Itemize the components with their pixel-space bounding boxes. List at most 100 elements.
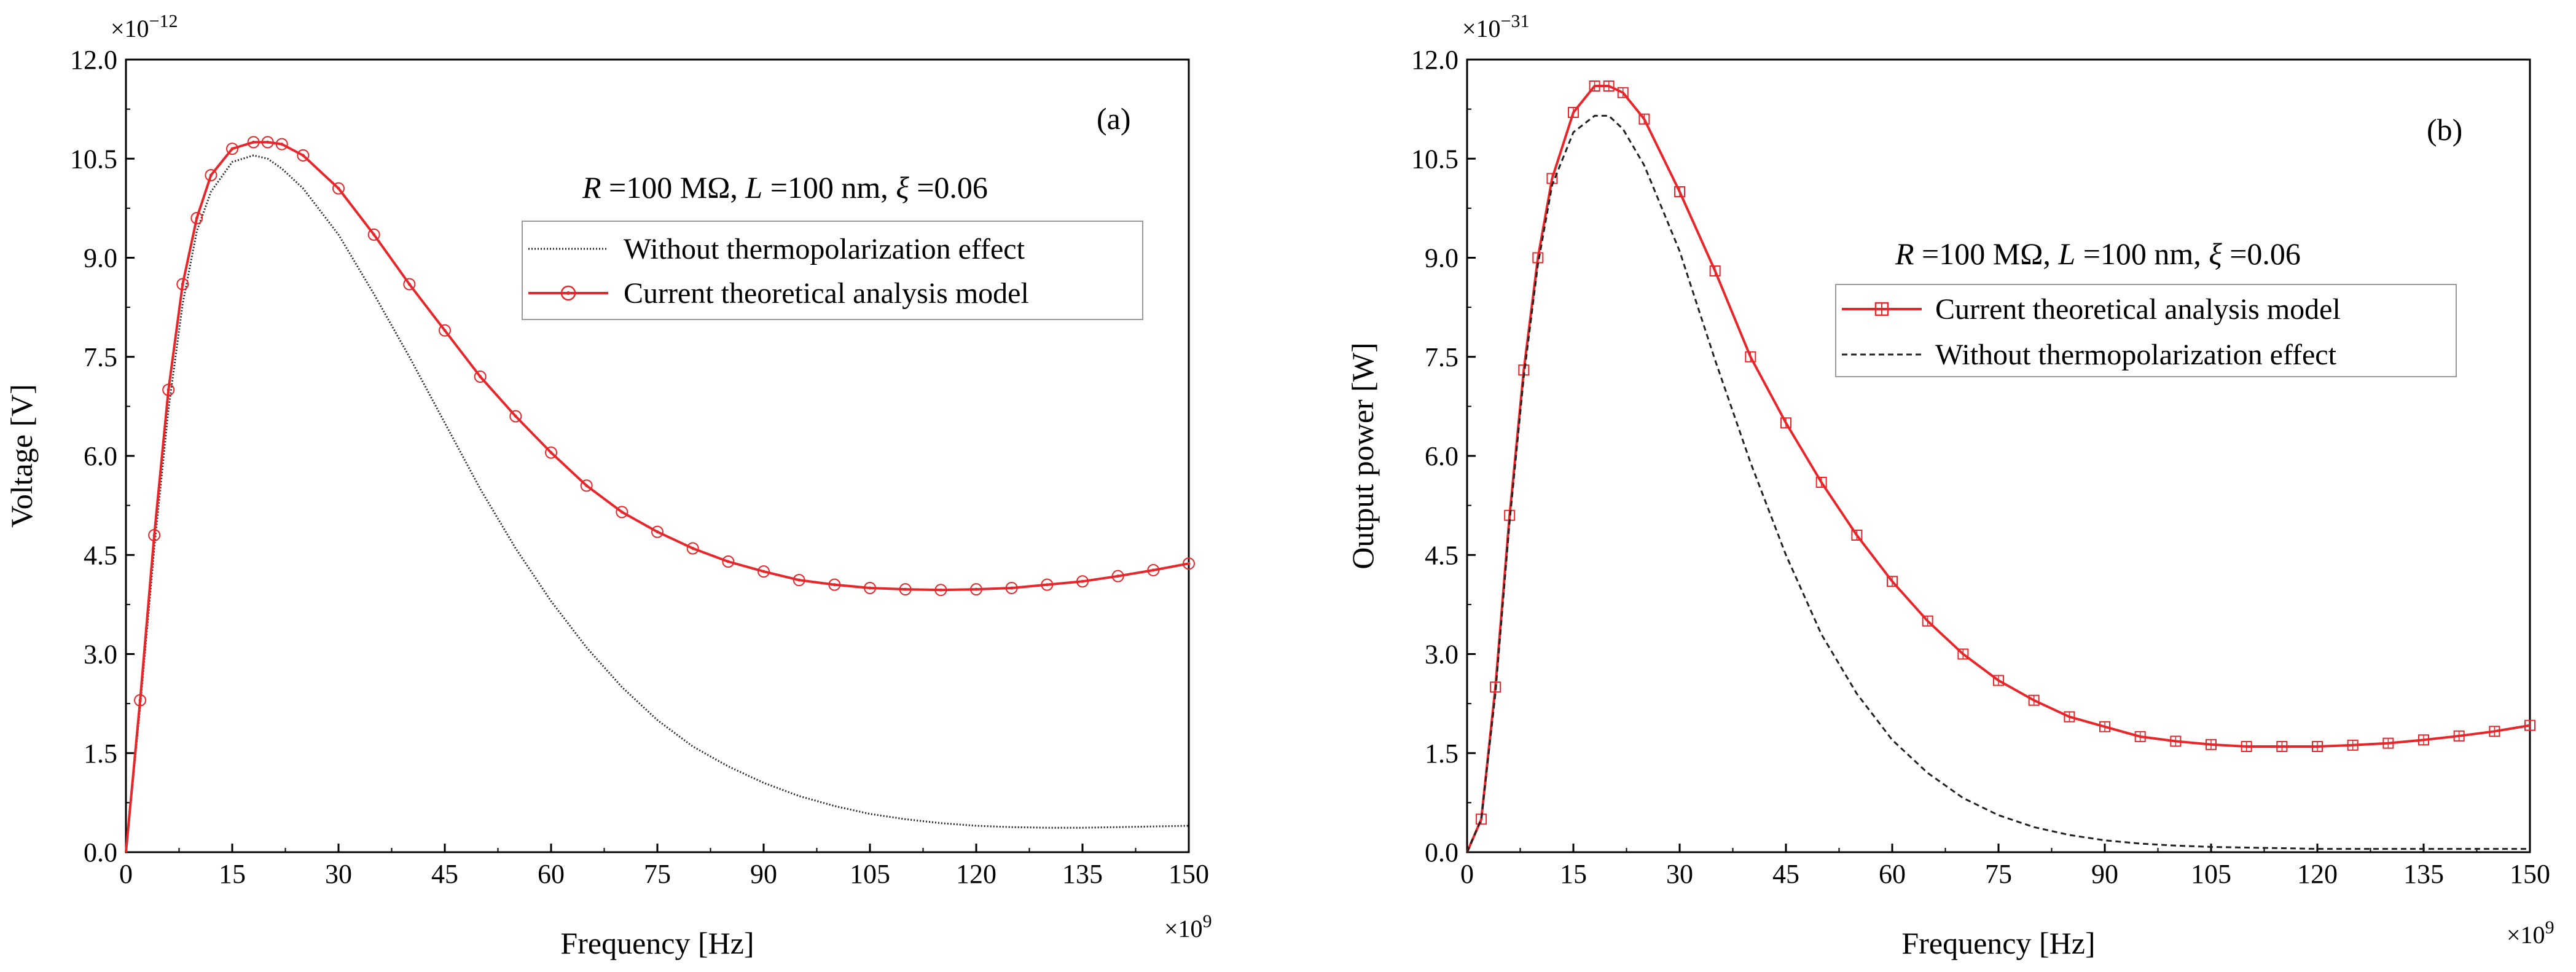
panel-a-data-point — [509, 410, 522, 423]
panel-a-data-point — [545, 446, 557, 459]
panel-a-y-tick-label: 7.5 — [84, 342, 117, 372]
panel-a-data-point — [247, 136, 260, 149]
panel-a-data-point-center — [407, 283, 411, 286]
panel-b-y-tick-label: 3.0 — [1425, 640, 1458, 670]
panel-a-data-point — [686, 542, 699, 555]
panel-a-data-point — [1183, 557, 1195, 570]
panel-a-data-point-center — [762, 570, 765, 573]
panel-b-series-line-model — [1466, 85, 2531, 853]
panel-a-y-multiplier-base: ×10 — [111, 15, 149, 42]
panel-b-legend-label-baseline: Without thermopolarization effect — [1935, 339, 2337, 371]
panel-a-legend-marker-model — [560, 285, 576, 301]
panel-b-y-tick-label: 9.0 — [1425, 243, 1458, 273]
panel-b-legend-box — [1835, 284, 2457, 377]
panel-a-param-r-value: =100 MΩ, — [601, 170, 746, 205]
panel-b-y-tick-label: 7.5 — [1425, 342, 1458, 372]
panel-a-data-point-center — [280, 143, 284, 146]
panel-a-data-point — [651, 525, 664, 538]
panel-a-y-multiplier-exponent: −12 — [149, 11, 178, 31]
panel-b-param-r-symbol: R — [1895, 237, 1914, 271]
panel-b-x-tick-label: 105 — [2191, 859, 2231, 889]
panel-a-data-point — [828, 578, 841, 591]
panel-b-output-power-chart: 0.0 1.5 3.0 4.5 6.0 7.5 9.0 10.5 12.0 0 15 30 45 60 7… — [1345, 11, 2554, 960]
panel-b-param-xi-symbol: ξ — [2209, 237, 2222, 271]
panel-a-data-point — [162, 383, 175, 396]
panel-a-data-point — [403, 278, 416, 291]
panel-a-data-point — [176, 278, 189, 291]
panel-a-x-tick-label: 150 — [1169, 859, 1209, 889]
panel-b-x-multiplier-exponent: 9 — [2545, 917, 2554, 938]
panel-a-legend-marker-model-dot — [566, 291, 570, 295]
panel-b-y-tick-label: 4.5 — [1425, 540, 1458, 570]
panel-a-x-tick-label: 120 — [956, 859, 996, 889]
panel-a-data-point — [580, 479, 593, 492]
panel-a-data-point — [899, 583, 912, 596]
panel-a-data-point-center — [726, 560, 730, 563]
panel-a-x-tick-label: 75 — [644, 859, 671, 889]
panel-a-x-tick-label: 60 — [538, 859, 565, 889]
panel-a-data-point-center — [166, 388, 170, 391]
panel-a-y-tick-label: 12.0 — [70, 45, 117, 75]
panel-a-data-point — [1041, 578, 1054, 591]
panel-a-data-point — [148, 529, 161, 541]
panel-a-data-point — [1005, 582, 1018, 594]
panel-a-data-point-center — [1151, 568, 1155, 572]
panel-a-x-tick-label: 45 — [431, 859, 458, 889]
panel-a-legend: Without thermopolarization effect Curren… — [522, 221, 1143, 320]
panel-a-data-point-center — [1045, 583, 1049, 587]
panel-a-x-multiplier: ×109 — [1164, 911, 1212, 943]
panel-a-x-tick-label: 135 — [1062, 859, 1103, 889]
panel-a-y-tick-label: 10.5 — [70, 144, 117, 174]
panel-b-y-tick-label: 1.5 — [1425, 739, 1458, 769]
panel-b-y-multiplier-base: ×10 — [1462, 15, 1501, 42]
panel-a-data-point-center — [266, 140, 270, 144]
panel-a-data-point-center — [443, 329, 447, 332]
panel-a-data-point — [1111, 570, 1124, 582]
panel-b-param-r-value: =100 MΩ, — [1914, 237, 2059, 271]
panel-a-series-line-baseline — [125, 154, 1189, 853]
panel-a-param-xi-symbol: ξ — [896, 170, 909, 205]
panel-b-x-tick-label: 60 — [1879, 859, 1906, 889]
panel-a-data-point-center — [1081, 579, 1084, 583]
panel-b-x-tick-label: 30 — [1666, 859, 1693, 889]
panel-a-param-l-symbol: L — [745, 170, 762, 205]
panel-b-x-multiplier: ×109 — [2507, 917, 2554, 949]
panel-b-legend: Current theoretical analysis model Witho… — [1835, 284, 2457, 377]
panel-a-data-point — [970, 583, 982, 596]
panel-a-data-point-center — [337, 187, 340, 190]
panel-a-data-point-center — [1116, 574, 1120, 578]
panel-b-series-line-baseline — [1466, 114, 2530, 853]
panel-a-y-ticks: 0.0 1.5 3.0 4.5 6.0 7.5 9.0 10.5 12.0 — [70, 45, 135, 868]
panel-a-param-l-value: =100 nm, — [762, 170, 896, 205]
panel-b-x-tick-label: 90 — [2091, 859, 2118, 889]
panel-b-param-l-value: =100 nm, — [2075, 237, 2209, 271]
panel-a-data-point — [332, 182, 345, 195]
panel-a-legend-label-baseline: Without thermopolarization effect — [624, 233, 1025, 265]
panel-b-x-tick-label: 45 — [1772, 859, 1799, 889]
panel-a-data-point-center — [549, 451, 553, 455]
panel-a-data-point — [793, 574, 805, 587]
panel-a-data-point-center — [868, 586, 872, 590]
panel-b-plot-frame — [1466, 58, 2531, 853]
panel-b-y-tick-label: 0.0 — [1425, 837, 1458, 868]
panel-b-x-tick-label: 0 — [1460, 859, 1474, 889]
panel-a-data-point — [616, 506, 628, 519]
panel-a-x-tick-label: 30 — [325, 859, 352, 889]
panel-a-data-point — [226, 143, 238, 155]
panel-a-x-tick-label: 0 — [119, 859, 133, 889]
panel-a-legend-label-model: Current theoretical analysis model — [624, 277, 1029, 310]
panel-a-data-point-center — [691, 547, 695, 550]
panel-b-y-tick-label: 6.0 — [1425, 441, 1458, 471]
panel-a-legend-box — [522, 221, 1143, 320]
panel-a-data-point-center — [152, 533, 156, 537]
panel-a-y-axis-label: Voltage [V] — [4, 384, 39, 528]
panel-a-y-tick-label: 1.5 — [84, 739, 117, 769]
panel-a-data-point-center — [585, 484, 589, 487]
panel-b-x-tick-label: 135 — [2403, 859, 2444, 889]
panel-a-data-point-center — [195, 216, 198, 220]
panel-a-data-point — [261, 136, 274, 149]
panel-a-data-point — [205, 169, 217, 182]
panel-a-x-axis-label: Frequency [Hz] — [560, 926, 754, 960]
panel-b-y-multiplier-exponent: −31 — [1501, 11, 1530, 31]
panel-a-x-multiplier-base: ×10 — [1164, 915, 1203, 943]
